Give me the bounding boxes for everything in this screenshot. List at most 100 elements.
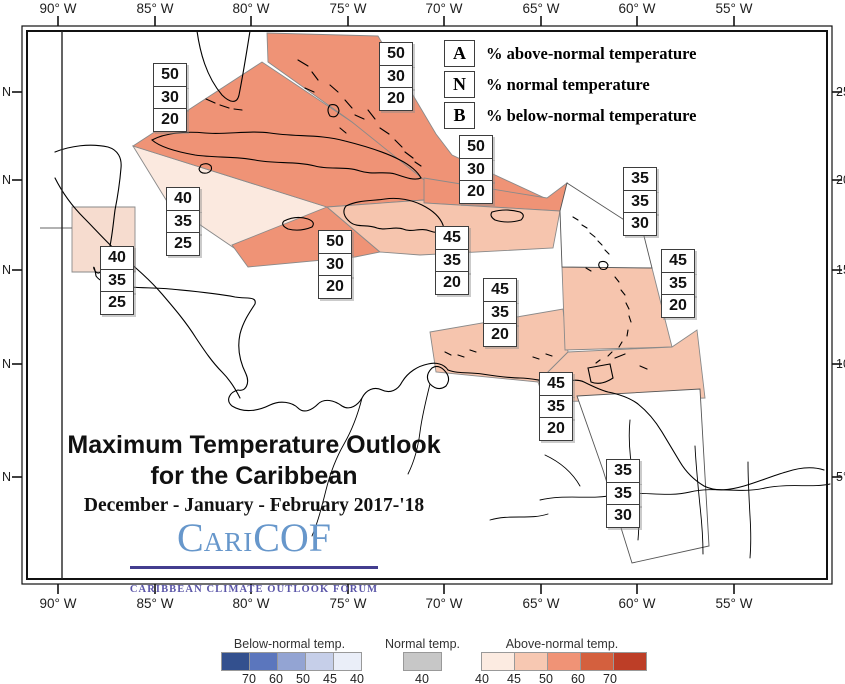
axis-label-right: 20 — [836, 173, 845, 187]
interior-borders — [311, 383, 831, 559]
axis-label-bottom: 55° W — [715, 596, 753, 611]
color-legend-title: Normal temp. — [384, 637, 461, 651]
value-stack-turks-caicos-band: 50 30 20 — [459, 135, 493, 205]
florida-keys — [205, 98, 243, 111]
s-lesser-antilles-islands — [595, 276, 632, 364]
stack-value: 30 — [606, 504, 640, 529]
stack-value: 30 — [379, 64, 413, 89]
axis-label-left: N — [2, 470, 12, 484]
axis-label-top: 70° W — [425, 1, 463, 16]
legend-below-normal: Below-normal temp. 70 60 50 45 40 — [221, 635, 364, 684]
color-legend-tick: 70 — [603, 672, 617, 684]
stack-value: 50 — [153, 63, 187, 88]
title-block: Maximum Temperature Outlook for the Cari… — [58, 430, 450, 609]
stack-value: 30 — [623, 212, 657, 237]
axis-label-bottom: 90° W — [39, 596, 77, 611]
probability-legend-row: B % below-normal temperature — [444, 102, 696, 129]
value-stack-belize: 40 35 25 — [100, 246, 134, 316]
legend-normal: Normal temp. 40 — [385, 635, 460, 684]
stack-value: 25 — [166, 232, 200, 257]
map-subtitle: December - January - February 2017-'18 — [83, 495, 425, 516]
logo-text: ARI — [203, 527, 254, 557]
map-frame — [21, 25, 833, 585]
probability-legend-row: N % normal temperature — [444, 71, 696, 98]
stack-value: 35 — [166, 209, 200, 234]
color-legend-swatch — [547, 652, 581, 671]
stack-value: 35 — [661, 271, 695, 296]
color-legend-swatch — [277, 652, 306, 671]
axis-label-left: N — [2, 263, 12, 277]
stack-value: 35 — [606, 481, 640, 506]
stack-value: 40 — [166, 187, 200, 212]
logo-text: COF — [253, 515, 331, 560]
bahamas-islands — [297, 59, 422, 167]
stack-value: 50 — [318, 230, 352, 255]
stack-value: 35 — [623, 167, 657, 192]
value-stack-nw-caribbean: 40 35 25 — [166, 187, 200, 257]
stack-value: 50 — [459, 135, 493, 160]
stack-value: 30 — [459, 157, 493, 182]
region-guianas-35 — [576, 388, 710, 564]
axis-label-bottom: 60° W — [618, 596, 656, 611]
stack-value: 20 — [459, 180, 493, 205]
stack-value: 25 — [100, 291, 134, 316]
puerto-rico-coast — [490, 209, 524, 223]
florida-coast — [196, 30, 251, 102]
axis-label-left: N — [2, 173, 12, 187]
probability-legend: A % above-normal temperature N % normal tem… — [444, 40, 696, 133]
stack-value: 20 — [318, 275, 352, 300]
color-legend-tick: 40 — [475, 672, 489, 684]
color-legend-tick: 50 — [296, 672, 310, 684]
color-legend-bar — [481, 652, 647, 671]
probability-legend-row: A % above-normal temperature — [444, 40, 696, 67]
axis-label-top: 65° W — [522, 1, 560, 16]
probability-key-box: B — [444, 102, 475, 129]
color-legend-tick: 45 — [323, 672, 337, 684]
pacific-coast — [54, 177, 241, 399]
caricof-logo: CARICOF CARIBBEAN CLIMATE OUTLOOK FORUM — [58, 518, 450, 609]
probability-key-box: N — [444, 71, 475, 98]
color-legend-tick: 45 — [507, 672, 521, 684]
value-stack-abc-islands: 45 35 20 — [483, 278, 517, 348]
axis-label-right: 5° — [836, 470, 845, 484]
stack-value: 20 — [379, 87, 413, 112]
n-lesser-antilles-islands — [572, 216, 610, 272]
value-stack-trinidad: 45 35 20 — [539, 372, 573, 442]
value-stack-bahamas: 50 30 20 — [379, 42, 413, 112]
stack-value: 35 — [483, 300, 517, 325]
axis-label-right: 15 — [836, 263, 845, 277]
color-legend-tick: 60 — [571, 672, 585, 684]
logo-tagline: CARIBBEAN CLIMATE OUTLOOK FORUM — [129, 566, 379, 609]
stack-value: 45 — [661, 249, 695, 274]
stack-value: 45 — [483, 278, 517, 303]
lake-maracaibo — [426, 365, 450, 390]
logo-text: C — [177, 515, 204, 560]
value-stack-cuba: 50 30 20 — [153, 63, 187, 133]
value-stack-n-lesser-antilles: 35 35 30 — [623, 167, 657, 237]
probability-key-label: % below-normal temperature — [486, 105, 697, 125]
stack-value: 35 — [435, 248, 469, 273]
stack-value: 45 — [539, 372, 573, 397]
venezuela-guianas-coast — [447, 369, 825, 491]
color-legend-tick: 40 — [350, 672, 364, 684]
color-legend-swatch — [580, 652, 614, 671]
color-legend-tick: 70 — [242, 672, 256, 684]
probability-key-label: % above-normal temperature — [486, 43, 697, 63]
cuba-coast — [151, 131, 422, 180]
stack-value: 30 — [153, 85, 187, 110]
jamaica-coast — [282, 216, 314, 231]
stack-value: 50 — [379, 42, 413, 67]
stack-value: 35 — [623, 189, 657, 214]
stack-value: 40 — [100, 246, 134, 271]
color-legend-bar — [221, 652, 362, 671]
stack-value: 20 — [483, 323, 517, 348]
axis-label-right: 25 — [836, 85, 845, 99]
abc-islands — [444, 349, 648, 370]
color-legend-tick: 60 — [269, 672, 283, 684]
axis-label-left: N — [2, 85, 12, 99]
value-stack-hispaniola-pr: 45 35 20 — [435, 226, 469, 296]
axis-label-bottom: 65° W — [522, 596, 560, 611]
stack-value: 35 — [100, 268, 134, 293]
color-legend-swatch — [333, 652, 362, 671]
